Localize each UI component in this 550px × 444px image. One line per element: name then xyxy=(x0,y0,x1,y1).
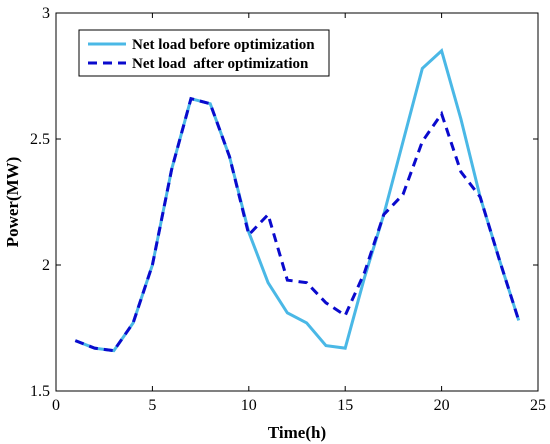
x-tick-label: 0 xyxy=(52,397,60,414)
x-tick-label: 10 xyxy=(241,397,257,414)
legend-label-after: Net load after optimization xyxy=(132,56,309,72)
legend-box xyxy=(78,29,330,77)
y-tick-label: 2.5 xyxy=(30,131,50,148)
ticks-layer: 0 5 10 15 20 25 1.5 2 2.5 3 xyxy=(30,5,546,414)
legend-label-before: Net load before optimization xyxy=(132,37,315,53)
x-tick-label: 20 xyxy=(434,397,450,414)
y-tick-label: 2 xyxy=(42,257,50,274)
x-tick-label: 15 xyxy=(337,397,353,414)
x-axis-label: Time(h) xyxy=(268,423,326,442)
y-tick-label: 3 xyxy=(42,5,50,22)
series-line-after-optimization xyxy=(74,96,521,353)
x-tick-label: 5 xyxy=(148,397,156,414)
series-layer xyxy=(74,48,521,353)
legend: Net load before optimization Net load af… xyxy=(78,29,330,77)
y-axis-label: Power(MW) xyxy=(3,157,22,248)
y-tick-label: 1.5 xyxy=(30,383,50,400)
x-tick-label: 25 xyxy=(530,397,546,414)
